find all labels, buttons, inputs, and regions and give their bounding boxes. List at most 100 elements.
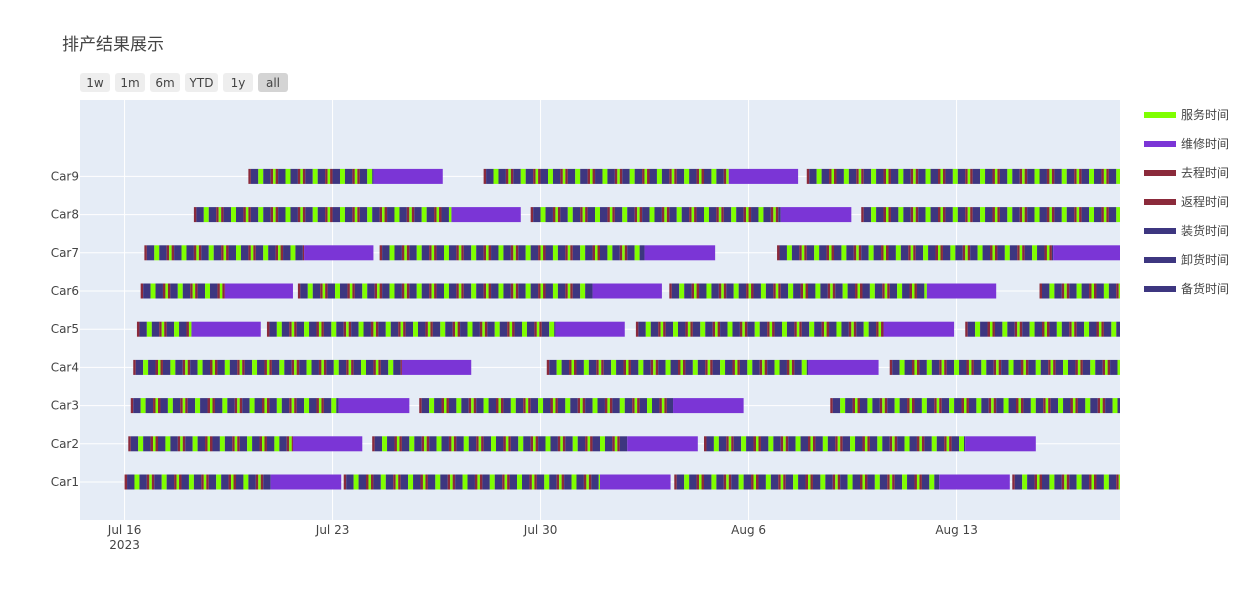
gantt-bar-car8-segment bbox=[278, 207, 286, 223]
range-button-all[interactable]: all bbox=[258, 73, 288, 92]
gantt-bar-car1-segment bbox=[507, 474, 510, 490]
gantt-bar-car6-segment bbox=[362, 283, 368, 299]
gantt-bar-car8-segment bbox=[406, 207, 410, 223]
gantt-bar-car9-segment bbox=[567, 168, 576, 184]
gantt-bar-car2-segment bbox=[224, 436, 233, 452]
gantt-bar-car3-segment bbox=[1035, 398, 1044, 414]
gantt-bar-car9-segment bbox=[587, 168, 591, 184]
gantt-bar-car1-segment bbox=[248, 474, 256, 490]
gantt-bar-car9-segment bbox=[1081, 168, 1090, 184]
gantt-bar-car1-segment bbox=[1014, 474, 1023, 490]
range-button-1m[interactable]: 1m bbox=[115, 73, 145, 92]
gantt-bar-car6-segment bbox=[808, 283, 816, 299]
gantt-bar-car2-segment bbox=[959, 436, 964, 452]
gantt-bar-car9-segment bbox=[861, 168, 864, 184]
range-button-ytd[interactable]: YTD bbox=[185, 73, 218, 92]
gantt-bar-car3-segment bbox=[1016, 398, 1019, 414]
gantt-bar-car3-segment bbox=[167, 398, 173, 414]
gantt-bar-car6-segment bbox=[699, 283, 707, 299]
gantt-bar-car7-segment bbox=[253, 245, 256, 261]
gantt-bar-car7-segment bbox=[1046, 245, 1050, 261]
gantt-bar-car3-segment bbox=[318, 398, 322, 414]
gantt-bar-car2-segment bbox=[562, 436, 566, 452]
gantt-bar-car6-segment bbox=[857, 283, 860, 299]
gantt-bar-car5-segment bbox=[863, 321, 869, 337]
gantt-bar-car9-segment bbox=[661, 168, 670, 184]
gantt-bar-car4-segment bbox=[981, 359, 987, 375]
legend-item[interactable]: 维修时间 bbox=[1144, 136, 1229, 151]
gantt-bar-car1-segment bbox=[591, 474, 599, 490]
gantt-bar-car4-segment bbox=[326, 359, 334, 375]
gantt-bar-car8-segment bbox=[325, 207, 328, 223]
gantt-bar-car9-segment bbox=[1101, 168, 1104, 184]
gantt-bar-car1-segment bbox=[1039, 474, 1042, 490]
legend-item[interactable]: 装货时间 bbox=[1144, 223, 1229, 238]
gantt-bar-car5-segment bbox=[848, 321, 852, 337]
gantt-bar-car9-segment bbox=[367, 168, 373, 184]
gantt-bar-car3-repair bbox=[673, 398, 744, 414]
gantt-bar-car9-segment bbox=[898, 168, 904, 184]
legend-item[interactable]: 返程时间 bbox=[1144, 194, 1229, 209]
gantt-bar-car9-segment bbox=[723, 168, 727, 184]
gantt-bar-car4-segment bbox=[1025, 359, 1029, 375]
gantt-bar-car8-segment bbox=[972, 207, 981, 223]
gantt-bar-car1-segment bbox=[549, 474, 557, 490]
gantt-bar-car3-segment bbox=[1058, 398, 1064, 414]
gantt-bar-car1-segment bbox=[124, 474, 128, 490]
gantt-bar-car1-segment bbox=[435, 474, 441, 490]
y-tick-label-car8: Car8 bbox=[51, 208, 79, 222]
legend-item[interactable]: 去程时间 bbox=[1144, 165, 1229, 180]
gantt-bar-car6-segment bbox=[461, 283, 464, 299]
gantt-bar-car9-segment bbox=[483, 168, 487, 184]
gantt-bar-car2-segment bbox=[545, 436, 551, 452]
gantt-bar-car4-segment bbox=[1105, 359, 1108, 375]
gantt-bar-car4-segment bbox=[296, 359, 300, 375]
gantt-bar-car5-segment bbox=[732, 321, 740, 337]
gantt-bar-car1-segment bbox=[1061, 474, 1065, 490]
gantt-bar-car3-segment bbox=[296, 398, 305, 414]
gantt-bar-car7-segment bbox=[597, 245, 600, 261]
gantt-bar-car1-segment bbox=[188, 474, 194, 490]
gantt-bar-car8-segment bbox=[275, 207, 279, 223]
gantt-bar-car7-segment bbox=[223, 245, 227, 261]
range-button-1y[interactable]: 1y bbox=[223, 73, 253, 92]
gantt-bar-car2-segment bbox=[964, 436, 966, 452]
gantt-bar-car4-segment bbox=[603, 359, 612, 375]
gantt-bar-car8-segment bbox=[748, 207, 752, 223]
gantt-bar-car8-segment bbox=[1051, 207, 1055, 223]
gantt-bar-car5-segment bbox=[1111, 321, 1117, 337]
gantt-bar-car3-segment bbox=[242, 398, 250, 414]
gantt-bar-car8-segment bbox=[980, 207, 986, 223]
gantt-bar-car3-segment bbox=[421, 398, 430, 414]
gantt-bar-car4-segment bbox=[346, 359, 349, 375]
gantt-bar-car1-segment bbox=[576, 474, 584, 490]
range-button-6m[interactable]: 6m bbox=[150, 73, 180, 92]
gantt-bar-car2-segment bbox=[421, 436, 425, 452]
legend-item[interactable]: 卸货时间 bbox=[1144, 252, 1229, 267]
legend-item[interactable]: 服务时间 bbox=[1144, 107, 1229, 122]
gantt-bar-car4-segment bbox=[133, 359, 136, 375]
gantt-bar-car1-segment bbox=[228, 474, 232, 490]
gantt-bar-car5-segment bbox=[179, 321, 187, 337]
gantt-bar-car1-segment bbox=[221, 474, 229, 490]
gantt-bar-car3-segment bbox=[496, 398, 499, 414]
gantt-bar-car2-segment bbox=[409, 436, 415, 452]
bar-row-car9 bbox=[248, 168, 1120, 184]
gantt-bar-car4-segment bbox=[601, 359, 604, 375]
gantt-bar-car9-segment bbox=[711, 168, 717, 184]
gantt-bar-car4-segment bbox=[658, 359, 666, 375]
gantt-bar-car5-segment bbox=[658, 321, 661, 337]
gantt-bar-car5-segment bbox=[398, 321, 401, 337]
gantt-bar-car6-segment bbox=[780, 283, 789, 299]
gantt-bar-car4-segment bbox=[299, 359, 307, 375]
legend-item[interactable]: 备货时间 bbox=[1144, 281, 1229, 296]
gantt-bar-car9-segment bbox=[671, 168, 675, 184]
gantt-bar-car7-segment bbox=[970, 245, 978, 261]
gantt-bar-car5-segment bbox=[841, 321, 849, 337]
range-button-1w[interactable]: 1w bbox=[80, 73, 110, 92]
gantt-bar-car9-segment bbox=[595, 168, 603, 184]
gantt-bar-car9-segment bbox=[970, 168, 973, 184]
gantt-bar-car3-segment bbox=[294, 398, 297, 414]
gantt-bar-car3-segment bbox=[666, 398, 674, 414]
gantt-bar-car7-segment bbox=[491, 245, 499, 261]
